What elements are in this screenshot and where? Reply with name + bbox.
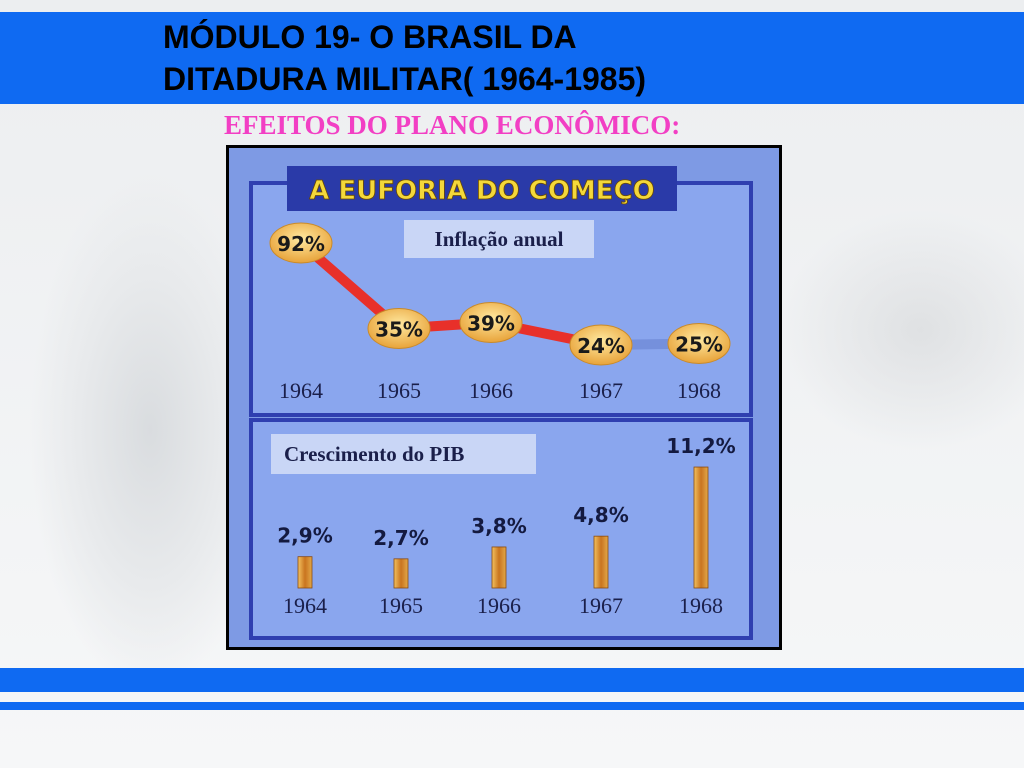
inflation-value-label: 39% [467, 312, 515, 336]
pib-year-label: 1968 [679, 593, 723, 618]
chart-image: A EUFORIA DO COMEÇO Inflação anual Cresc… [226, 145, 782, 650]
pib-bar [297, 556, 313, 589]
inflation-value-label: 24% [577, 334, 625, 358]
inflation-value-label: 25% [675, 333, 723, 357]
inflation-year-label: 1964 [279, 378, 323, 403]
pib-year-label: 1965 [379, 593, 423, 618]
pib-value-label: 4,8% [573, 503, 628, 527]
slide-subtitle: EFEITOS DO PLANO ECONÔMICO: [224, 110, 681, 140]
pib-bar [491, 546, 507, 589]
chart-title: A EUFORIA DO COMEÇO [309, 176, 655, 206]
pib-label: Crescimento do PIB [284, 442, 464, 466]
pib-value-label: 3,8% [471, 514, 526, 538]
title-line-2: DITADURA MILITAR( 1964-1985) [163, 61, 647, 97]
footer-bar [0, 668, 1024, 692]
pib-value-label: 2,7% [373, 526, 428, 550]
chart-svg: A EUFORIA DO COMEÇO Inflação anual Cresc… [249, 166, 753, 640]
inflation-label-box [404, 220, 594, 258]
inflation-year-label: 1966 [469, 378, 513, 403]
pib-bar [393, 558, 409, 589]
footer-line [0, 702, 1024, 710]
inflation-year-label: 1968 [677, 378, 721, 403]
title-band [287, 166, 677, 211]
pib-bar [593, 535, 609, 589]
inflation-point [269, 222, 333, 264]
pib-value-label: 11,2% [666, 434, 735, 458]
inflation-point [667, 323, 731, 364]
inflation-value-label: 35% [375, 318, 423, 342]
slide-title: MÓDULO 19- O BRASIL DA DITADURA MILITAR(… [163, 16, 646, 100]
title-line-1: MÓDULO 19- O BRASIL DA [163, 19, 577, 55]
pib-year-label: 1966 [477, 593, 521, 618]
inflation-label: Inflação anual [435, 227, 564, 251]
inflation-point [459, 302, 523, 343]
inflation-year-label: 1965 [377, 378, 421, 403]
inflation-point [367, 308, 431, 349]
header-bar [0, 12, 1024, 104]
pib-year-label: 1964 [283, 593, 327, 618]
pib-value-label: 2,9% [277, 524, 332, 548]
pib-bar [693, 466, 709, 589]
pib-label-box [271, 434, 536, 474]
inflation-point [569, 324, 633, 366]
inflation-value-label: 92% [277, 232, 325, 256]
inflation-year-label: 1967 [579, 378, 623, 403]
pib-year-label: 1967 [579, 593, 623, 618]
